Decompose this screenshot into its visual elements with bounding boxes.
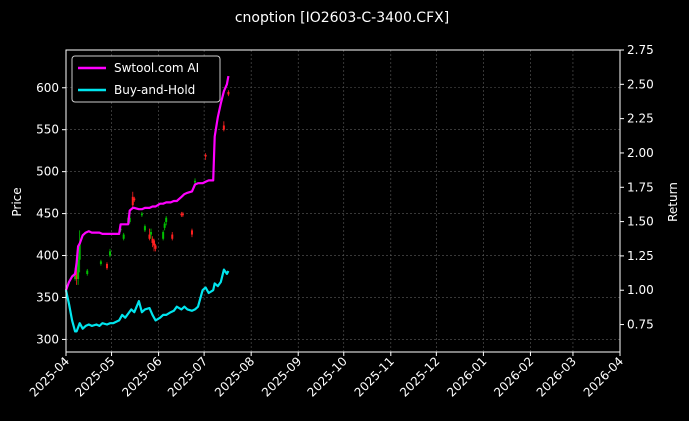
candle-body — [148, 234, 151, 239]
y2-tick-label: 2.75 — [627, 43, 654, 57]
x-tick-label: 2025-06 — [119, 354, 164, 399]
series-line-swtool — [64, 75, 230, 291]
y-axis-title: Price — [10, 187, 24, 216]
candle-body — [165, 217, 168, 222]
candle-body — [99, 261, 102, 264]
x-tick-label: 2026-03 — [534, 354, 579, 399]
candle-body — [190, 230, 193, 235]
candle-body — [227, 91, 230, 95]
y2-tick-label: 1.50 — [627, 215, 654, 229]
y2-tick-label: 2.00 — [627, 146, 654, 160]
candle-body — [143, 226, 146, 231]
candle-body — [163, 223, 166, 228]
candle-body — [86, 270, 89, 274]
candle-body — [171, 234, 174, 239]
plot-frame — [65, 49, 621, 353]
y-tick-label: 350 — [36, 290, 59, 304]
candle-body — [133, 198, 136, 201]
candle-body — [154, 245, 157, 249]
candle-body — [122, 234, 125, 239]
x-tick-label: 2025-12 — [397, 354, 442, 399]
candle-body — [151, 238, 154, 243]
left-y-axis: 300 350 400 450 500 550 600 — [36, 81, 66, 346]
candle-body — [74, 272, 77, 280]
y-tick-label: 450 — [36, 207, 59, 221]
y-tick-label: 400 — [36, 249, 59, 263]
x-tick-label: 2025-10 — [305, 354, 350, 399]
x-tick-label: 2026-01 — [444, 354, 489, 399]
chart-title: cnoption [IO2603-C-3400.CFX] — [235, 10, 449, 26]
candle-body — [181, 213, 184, 216]
candle-body — [78, 242, 81, 260]
x-tick-label: 2025-11 — [352, 354, 397, 399]
x-tick-label: 2026-02 — [491, 354, 536, 399]
series-lines — [64, 75, 230, 333]
candle-body — [204, 154, 207, 157]
candle-body — [77, 259, 80, 280]
legend-label-buyhold: Buy-and-Hold — [114, 83, 195, 97]
y2-tick-label: 1.75 — [627, 180, 654, 194]
y-tick-label: 600 — [36, 81, 59, 95]
x-tick-label: 2025-07 — [165, 354, 210, 399]
candle-body — [131, 196, 134, 206]
y2-tick-label: 2.25 — [627, 112, 654, 126]
candle-body — [75, 272, 78, 280]
series-line-buyhold — [64, 268, 230, 333]
candle-body — [153, 240, 156, 246]
y-tick-label: 500 — [36, 165, 59, 179]
x-tick-label: 2025-05 — [72, 354, 117, 399]
y-tick-label: 300 — [36, 332, 59, 346]
candle-body — [194, 180, 197, 183]
y2-tick-label: 1.25 — [627, 249, 654, 263]
x-tick-label: 2026-04 — [581, 354, 626, 399]
x-axis: 2025-04 2025-05 2025-06 2025-07 2025-08 2025-… — [27, 352, 626, 400]
candle-body — [222, 125, 225, 130]
legend-box — [71, 55, 221, 103]
y-tick-label: 550 — [36, 123, 59, 137]
legend-label-swtool: Swtool.com AI — [114, 61, 199, 75]
candle-body — [105, 263, 108, 269]
y2-tick-label: 2.50 — [627, 77, 654, 91]
y2-tick-label: 0.75 — [627, 318, 654, 332]
candle-body — [149, 232, 152, 235]
legend: Swtool.com AI Buy-and-Hold — [71, 55, 221, 103]
candle-body — [140, 213, 143, 216]
candle-body — [162, 232, 165, 239]
y2-axis-title: Return — [666, 182, 680, 222]
candle-body — [109, 251, 112, 256]
x-tick-label: 2025-08 — [212, 354, 257, 399]
y2-tick-label: 1.00 — [627, 283, 654, 297]
candle-body — [180, 213, 183, 216]
right-y-axis: 0.75 1.00 1.25 1.50 1.75 2.00 2.25 2.50 2.75 — [620, 43, 654, 332]
x-tick-label: 2025-09 — [259, 354, 304, 399]
x-tick-label: 2025-04 — [27, 354, 72, 399]
